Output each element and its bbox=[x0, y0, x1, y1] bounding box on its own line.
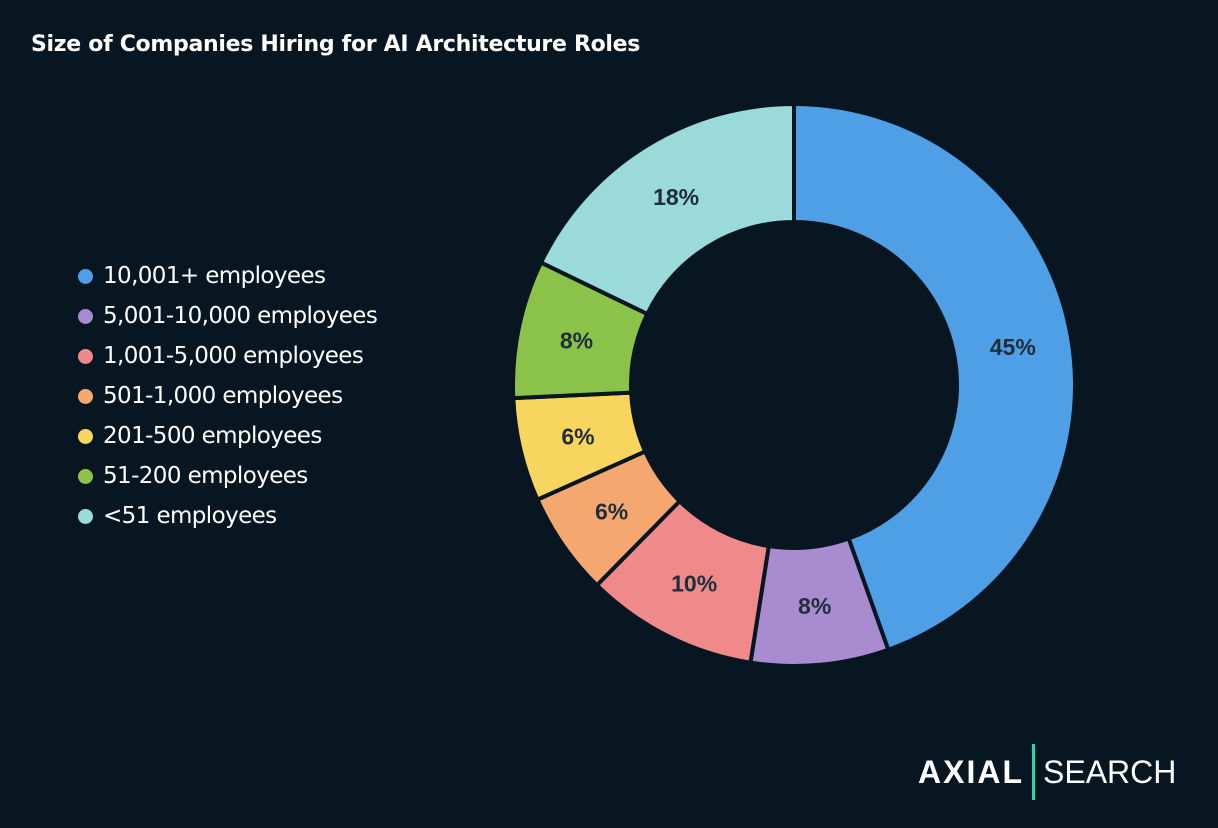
legend-item: 5,001-10,000 employees bbox=[78, 296, 378, 336]
legend-dot bbox=[78, 508, 93, 524]
donut-slice bbox=[792, 101, 1078, 653]
slice-label: 45% bbox=[990, 334, 1036, 360]
slice-label: 8% bbox=[560, 327, 593, 353]
logo-axial-text: AXIAL bbox=[918, 753, 1024, 790]
logo-divider bbox=[1032, 744, 1035, 800]
chart-title: Size of Companies Hiring for AI Architec… bbox=[31, 32, 641, 57]
slice-label: 10% bbox=[671, 570, 717, 596]
legend-label: 10,001+ employees bbox=[103, 263, 326, 289]
legend-label: 501-1,000 employees bbox=[103, 383, 343, 409]
legend-dot bbox=[78, 428, 93, 444]
slice-label: 6% bbox=[561, 423, 594, 449]
legend-label: 201-500 employees bbox=[103, 423, 322, 449]
legend-label: 51-200 employees bbox=[103, 463, 308, 489]
slice-label: 6% bbox=[595, 499, 628, 525]
legend-dot bbox=[78, 468, 93, 484]
legend-dot bbox=[78, 348, 93, 364]
legend: 10,001+ employees 5,001-10,000 employees 1… bbox=[78, 256, 378, 536]
donut-slice bbox=[538, 101, 796, 317]
axial-search-logo: AXIAL SEARCH bbox=[918, 744, 1176, 800]
legend-dot bbox=[78, 308, 93, 324]
legend-label: <51 employees bbox=[103, 503, 277, 529]
legend-item: <51 employees bbox=[78, 496, 377, 536]
slice-label: 8% bbox=[798, 593, 831, 619]
slice-label: 18% bbox=[653, 184, 699, 210]
legend-item: 1,001-5,000 employees bbox=[78, 336, 377, 376]
legend-label: 1,001-5,000 employees bbox=[103, 343, 364, 369]
legend-item: 201-500 employees bbox=[78, 416, 377, 456]
legend-item: 10,001+ employees bbox=[78, 256, 377, 296]
logo-search-text: SEARCH bbox=[1043, 753, 1177, 790]
legend-label: 5,001-10,000 employees bbox=[103, 303, 378, 329]
legend-dot bbox=[78, 388, 93, 404]
legend-item: 501-1,000 employees bbox=[78, 376, 377, 416]
legend-dot bbox=[78, 268, 93, 284]
legend-item: 51-200 employees bbox=[78, 456, 377, 496]
